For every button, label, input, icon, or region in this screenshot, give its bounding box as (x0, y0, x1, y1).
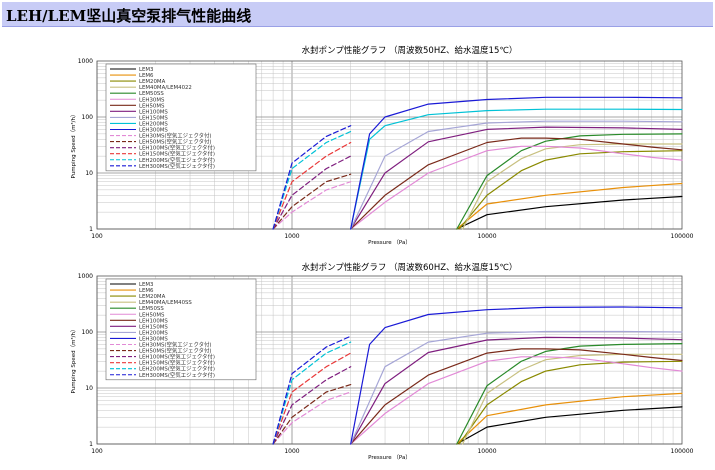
y-tick-label: 1 (89, 441, 93, 448)
x-tick-label: 1000 (284, 233, 299, 240)
series-line-15 (272, 341, 352, 445)
x-axis-label: Pressure （Pa） (368, 454, 411, 461)
legend-label: LEH30MS(空気エジェクタ付) (139, 132, 212, 140)
legend-label: LEH50MS(空気エジェクタ付) (139, 347, 212, 355)
legend-label: LEH150MS(空気エジェクタ付) (139, 150, 215, 158)
y-axis-label: Pumping Speed（m³/h） (70, 327, 77, 394)
series-line-1 (456, 195, 683, 230)
series-line-7 (350, 348, 683, 445)
legend-label: LEH300MS(空気エジェクタ付) (139, 162, 215, 170)
legend-label: LEH30MS(空気エジェクタ付) (139, 341, 212, 349)
legend-label: LEH150MS(空気エジェクタ付) (139, 359, 215, 367)
x-tick-label: 10000 (477, 233, 496, 240)
x-tick-label: 100 (91, 233, 103, 240)
legend-label: LEH300MS (139, 128, 168, 134)
series-line-2 (456, 392, 683, 445)
series-line-9 (350, 330, 683, 445)
series-group (272, 96, 683, 230)
legend-label: LEH200MS (139, 121, 168, 127)
legend-label: LEM20MA (139, 294, 166, 300)
legend-label: LEM50SS (139, 306, 164, 312)
page-title: LEH/LEM坚山真空泵排气性能曲线 (6, 7, 252, 25)
series-line-15 (272, 141, 352, 230)
series-line-13 (272, 366, 352, 445)
series-line-12 (272, 384, 352, 445)
chart-title: 水封ポンプ性能グラフ （周波数50HZ、給水温度15℃） (302, 45, 518, 56)
x-tick-label: 100000 (671, 233, 694, 240)
legend-label: LEH150MS (139, 115, 168, 121)
series-line-6 (350, 145, 683, 230)
legend-label: LEH200MS(空気エジェクタ付) (139, 365, 215, 373)
x-tick-label: 100000 (671, 448, 694, 455)
series-line-9 (350, 120, 683, 230)
legend-label: LEH30MS (139, 97, 165, 103)
x-tick-label: 10000 (477, 448, 496, 455)
legend-label: LEH300MS (139, 336, 168, 342)
y-tick-label: 1000 (78, 273, 93, 280)
series-group (272, 306, 683, 445)
legend-label: LEM20MA (139, 79, 166, 85)
series-line-14 (272, 352, 352, 445)
legend-label: LEH100MS(空気エジェクタ付) (139, 144, 215, 152)
legend-label: LEH300MS(空気エジェクタ付) (139, 371, 215, 379)
legend-label: LEM40MA/LEM40SS (139, 300, 192, 306)
y-tick-label: 10 (85, 385, 93, 392)
x-tick-label: 100 (91, 448, 103, 455)
plot-border (96, 60, 683, 230)
legend-label: LEM3 (139, 67, 154, 73)
legend-label: LEM6 (139, 288, 154, 294)
series-line-13 (272, 173, 352, 230)
legend: LEM3LEM6LEM20MALEM40MA/LEM40SSLEM50SSLEH… (105, 278, 257, 381)
series-line-5 (456, 133, 683, 230)
series-line-2 (456, 182, 683, 230)
series-line-11 (272, 391, 352, 445)
page-header: LEH/LEM坚山真空泵排气性能曲线 (2, 2, 713, 27)
legend-label: LEH50MS (139, 312, 165, 318)
legend: LEM3LEM6LEM20MALEM40MA/LEM4022LEM50SSLEH… (105, 63, 257, 172)
series-line-6 (350, 356, 683, 445)
series-line-1 (456, 406, 683, 445)
legend-label: LEM40MA/LEM4022 (139, 85, 192, 91)
legend-label: LEH100MS (139, 109, 168, 115)
x-axis-label: Pressure （Pa） (368, 239, 411, 246)
series-line-12 (272, 181, 352, 230)
legend-label: LEM3 (139, 282, 154, 288)
y-axis-label: Pumping Speed（m³/h） (70, 112, 77, 179)
legend-label: LEH100MS (139, 318, 168, 324)
legend-label: LEH50MS(空気エジェクタ付) (139, 138, 212, 146)
series-line-7 (350, 137, 683, 230)
chart-2: 水封ポンプ性能グラフ （周波数60HZ、給水温度15℃） 100 1000 10000… (70, 262, 694, 461)
y-tick-label: 10 (85, 170, 93, 177)
series-line-11 (350, 96, 683, 230)
series-line-10 (350, 306, 683, 445)
series-line-8 (350, 126, 683, 230)
series-line-3 (458, 150, 683, 230)
series-line-17 (272, 125, 352, 230)
y-tick-label: 1000 (78, 58, 93, 65)
series-line-3 (458, 360, 683, 445)
series-line-14 (272, 155, 352, 230)
chart-title: 水封ポンプ性能グラフ （周波数60HZ、給水温度15℃） (302, 262, 518, 273)
series-line-10 (350, 108, 683, 230)
legend-label: LEH200MS (139, 330, 168, 336)
legend-label: LEH200MS(空気エジェクタ付) (139, 156, 215, 164)
series-line-16 (272, 130, 352, 230)
legend-label: LEM6 (139, 73, 154, 79)
y-tick-label: 1 (89, 226, 93, 233)
series-line-8 (350, 336, 683, 445)
legend-label: LEM50SS (139, 91, 164, 97)
legend-label: LEH50MS (139, 103, 165, 109)
legend-label: LEH150MS (139, 324, 168, 330)
series-line-5 (456, 343, 683, 445)
series-line-16 (272, 335, 352, 445)
x-tick-label: 1000 (284, 448, 299, 455)
y-tick-label: 100 (82, 329, 94, 336)
chart-1: 水封ポンプ性能グラフ （周波数50HZ、給水温度15℃） 100 1000 10000… (70, 45, 694, 246)
legend-label: LEH100MS(空気エジェクタ付) (139, 353, 215, 361)
y-tick-label: 100 (82, 114, 94, 121)
